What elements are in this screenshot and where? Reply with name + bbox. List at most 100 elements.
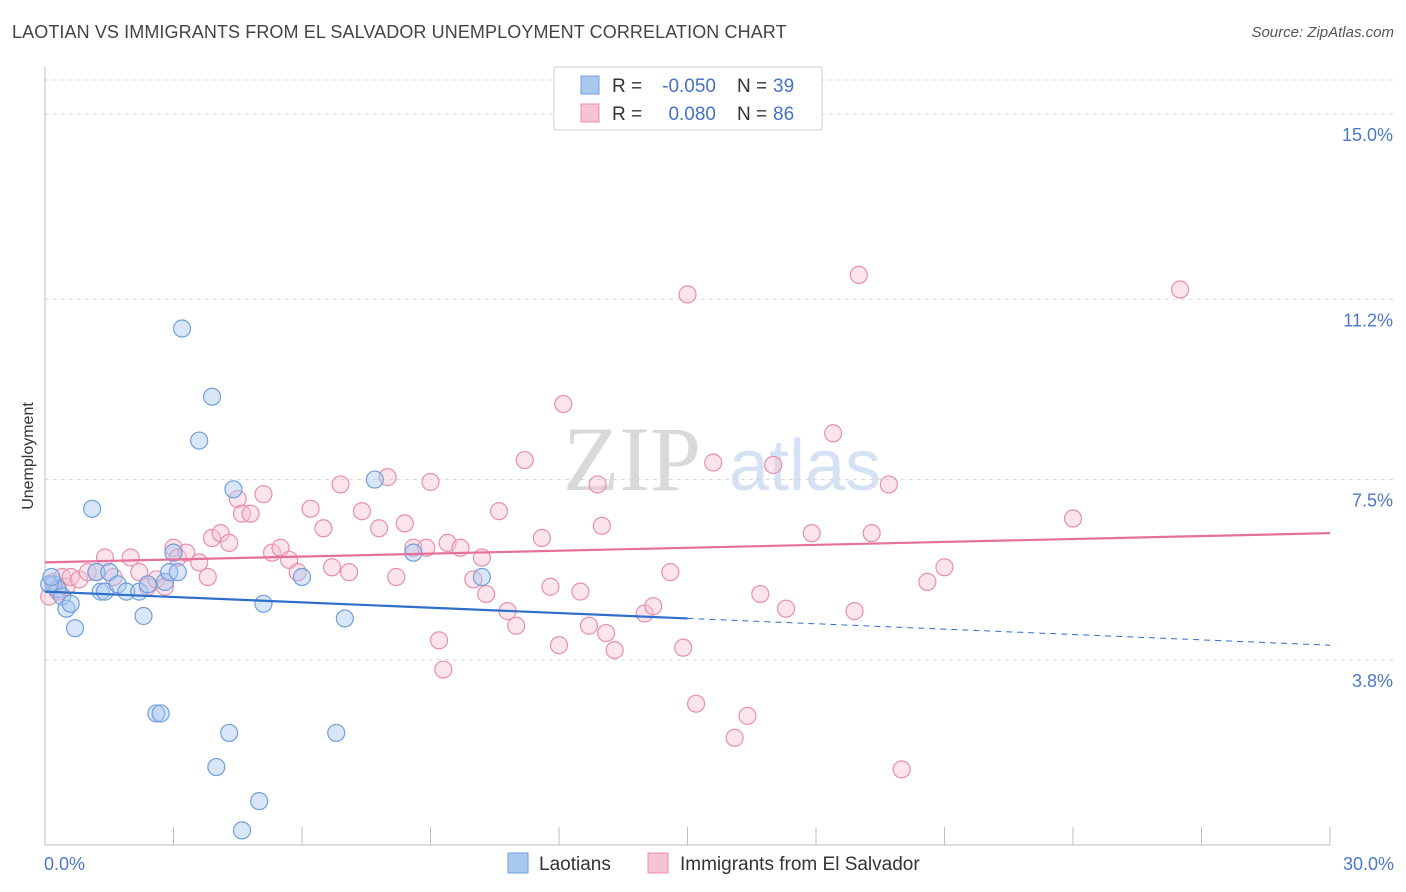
bottom-legend-laotians: Laotians [539,854,611,875]
source-label: Source: ZipAtlas.com [1251,24,1394,41]
y-tick-labels: 15.0% 11.2% 7.5% 3.8% [1342,125,1393,691]
legend-r-label-1: R = [612,76,642,97]
point-el-salvador [515,450,534,470]
point-el-salvador [738,706,757,725]
point-el-salvador [1170,280,1190,299]
point-laotians [147,704,166,723]
point-el-salvador [588,475,607,494]
point-laotians [292,567,312,587]
point-el-salvador [532,528,551,548]
point-laotians [61,594,80,613]
point-laotians [134,606,153,626]
point-laotians [164,543,183,562]
x-tick-label-min: 0.0% [44,854,85,874]
point-laotians [190,431,209,450]
point-el-salvador [220,533,239,552]
point-laotians [472,567,491,587]
chart-title: LAOTIAN VS IMMIGRANTS FROM EL SALVADOR U… [12,22,787,42]
point-el-salvador [892,760,911,779]
point-el-salvador [228,489,247,509]
point-el-salvador [686,694,706,713]
point-el-salvador [395,514,414,533]
y-tick-label: 11.2% [1343,310,1393,330]
x-tick-label-max: 30.0% [1343,854,1394,874]
point-el-salvador [725,728,744,747]
point-laotians [220,723,239,743]
point-el-salvador [421,472,440,492]
point-el-salvador [751,584,770,604]
point-el-salvador [489,502,509,521]
point-el-salvador [862,524,881,543]
y-tick-label: 7.5% [1352,491,1393,511]
point-laotians [91,582,110,601]
legend-r-value-1: -0.050 [662,76,716,97]
series-immigrants-el-salvador [40,265,1190,779]
legend-r-label-2: R = [612,104,642,125]
legend-swatch-laotians [580,75,600,95]
point-laotians [83,499,102,518]
bottom-legend-swatch-el-salvador [647,852,669,874]
series-laotians [40,319,491,840]
series-legend: Laotians Immigrants from El Salvador [507,852,920,875]
point-el-salvador [322,558,342,577]
point-el-salvador [704,453,723,472]
y-tick-label: 3.8% [1352,671,1393,691]
point-el-salvador [764,455,783,475]
point-el-salvador [202,528,222,548]
legend-r-value-2: 0.080 [668,104,716,125]
point-el-salvador [579,616,599,635]
watermark: ZIP atlas [563,408,881,510]
trend-line-laotians-extension [687,617,1331,646]
y-axis-label: Unemployment [20,402,37,510]
point-laotians [327,723,346,743]
trend-line-el-salvador [44,532,1331,564]
point-el-salvador [352,502,372,521]
point-el-salvador [644,597,663,616]
point-laotians [250,792,269,811]
point-laotians [404,543,423,562]
point-el-salvador [879,475,898,494]
point-el-salvador [541,577,560,596]
point-el-salvador [1063,509,1083,528]
point-laotians [151,704,170,723]
point-el-salvador [177,543,196,562]
point-el-salvador [597,623,616,643]
point-el-salvador [571,582,590,601]
point-el-salvador [434,660,453,679]
legend-n-label-1: N = [737,76,767,97]
point-el-salvador [429,631,449,650]
point-el-salvador [849,265,868,285]
point-el-salvador [776,599,796,618]
trend-lines [44,532,1331,646]
point-el-salvador [314,519,333,538]
stats-legend: R = -0.050 N = 39 R = 0.080 N = 86 [553,66,823,131]
point-laotians [254,594,273,613]
point-laotians [42,567,61,587]
point-el-salvador [301,499,320,518]
bottom-legend-el-salvador: Immigrants from El Salvador [680,854,920,875]
point-el-salvador [241,504,260,523]
point-el-salvador [592,516,611,535]
point-el-salvador [254,485,273,504]
point-laotians [168,563,187,582]
point-el-salvador [845,602,864,621]
x-tick-labels: 0.0% 30.0% [44,854,1394,874]
point-el-salvador [554,394,573,414]
point-el-salvador [331,475,350,494]
point-el-salvador [549,636,569,655]
point-el-salvador [918,572,937,591]
legend-n-value-2: 86 [773,104,794,125]
point-el-salvador [507,616,526,635]
watermark-zip: ZIP [563,408,701,510]
point-laotians [87,563,106,582]
point-el-salvador [370,519,389,538]
bottom-legend-swatch-laotians [507,852,529,874]
point-el-salvador [477,584,496,604]
legend-n-label-2: N = [737,104,767,125]
point-el-salvador [340,563,359,582]
point-el-salvador [404,538,423,557]
point-laotians [138,575,157,594]
axes [44,67,1331,846]
point-laotians [172,319,192,338]
